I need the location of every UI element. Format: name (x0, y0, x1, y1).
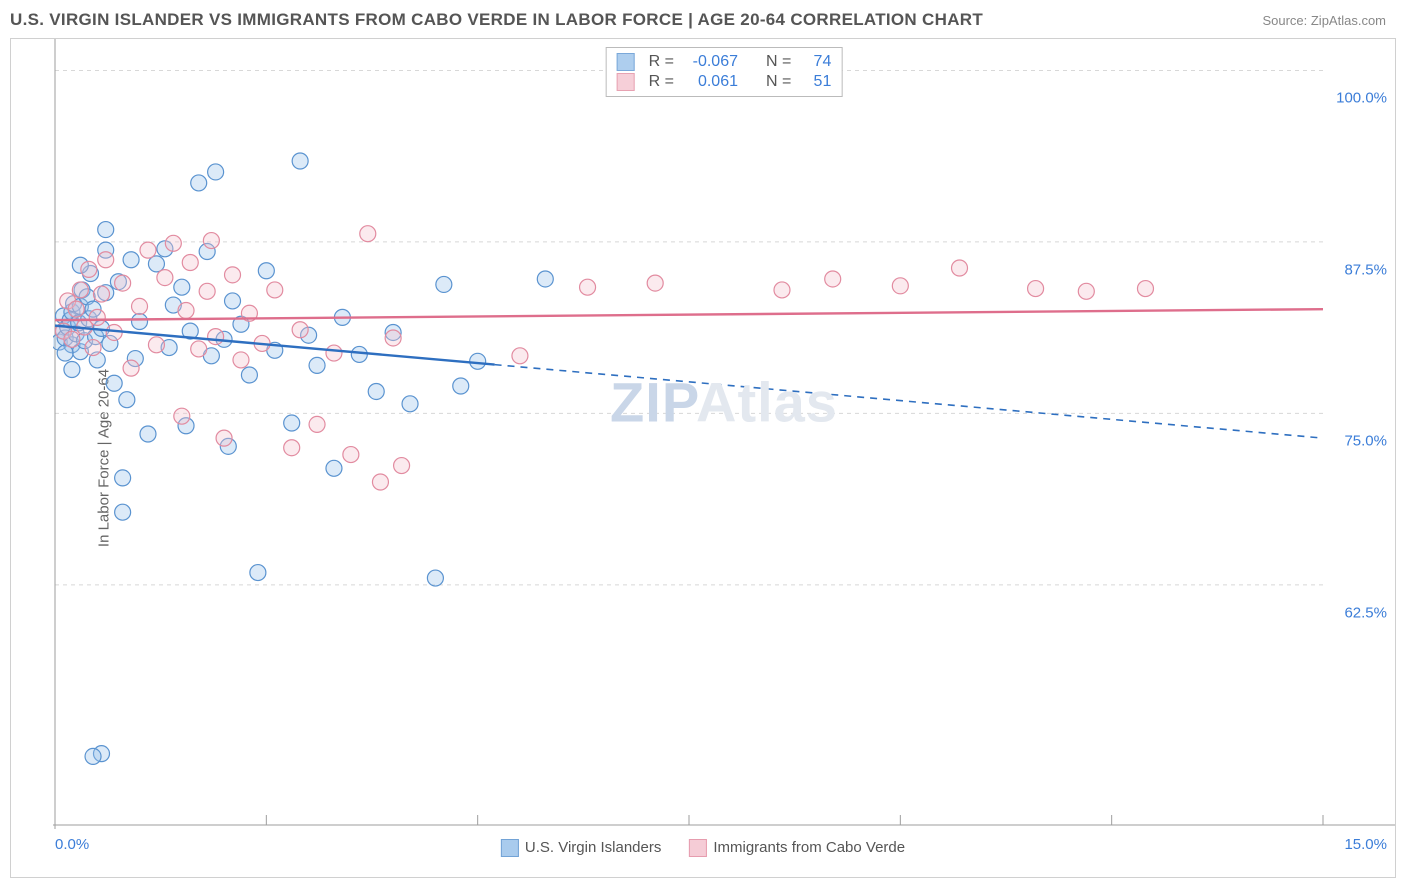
chart-header: U.S. VIRGIN ISLANDER VS IMMIGRANTS FROM … (0, 0, 1406, 38)
plot-svg (53, 39, 1395, 829)
n-value: 74 (799, 53, 831, 71)
chart-source: Source: ZipAtlas.com (1262, 13, 1386, 28)
legend-swatch-icon (501, 839, 519, 857)
y-tick-label: 62.5% (1344, 604, 1387, 621)
chart-title: U.S. VIRGIN ISLANDER VS IMMIGRANTS FROM … (10, 10, 983, 30)
y-tick-label: 100.0% (1336, 90, 1387, 107)
series-legend: U.S. Virgin Islanders Immigrants from Cab… (501, 839, 905, 857)
series-legend-item: Immigrants from Cabo Verde (689, 839, 905, 857)
x-tick-label: 15.0% (1344, 836, 1387, 853)
y-tick-label: 75.0% (1344, 433, 1387, 450)
n-value: 51 (799, 73, 831, 91)
legend-swatch-icon (617, 73, 635, 91)
series-legend-label: U.S. Virgin Islanders (525, 839, 661, 856)
r-label: R = (649, 53, 674, 71)
series-legend-label: Immigrants from Cabo Verde (713, 839, 905, 856)
series-legend-item: U.S. Virgin Islanders (501, 839, 661, 857)
legend-swatch-icon (689, 839, 707, 857)
n-label: N = (766, 53, 791, 71)
correlation-legend-row: R = 0.061 N = 51 (617, 72, 832, 92)
correlation-legend-row: R = -0.067 N = 74 (617, 52, 832, 72)
chart-container: In Labor Force | Age 20-64 ZIPAtlas R =-… (10, 38, 1396, 878)
n-label: N = (766, 73, 791, 91)
r-value: -0.067 (682, 53, 738, 71)
y-tick-label: 87.5% (1344, 261, 1387, 278)
x-tick-label: 0.0% (55, 836, 89, 853)
plot-area: ZIPAtlas R =-0.067N =74R =0.061N =51 62.… (53, 39, 1395, 829)
legend-swatch-icon (617, 53, 635, 71)
r-value: 0.061 (682, 73, 738, 91)
correlation-legend: R = -0.067 N = 74 R = 0.061 N = 51 (606, 47, 843, 97)
r-label: R = (649, 73, 674, 91)
